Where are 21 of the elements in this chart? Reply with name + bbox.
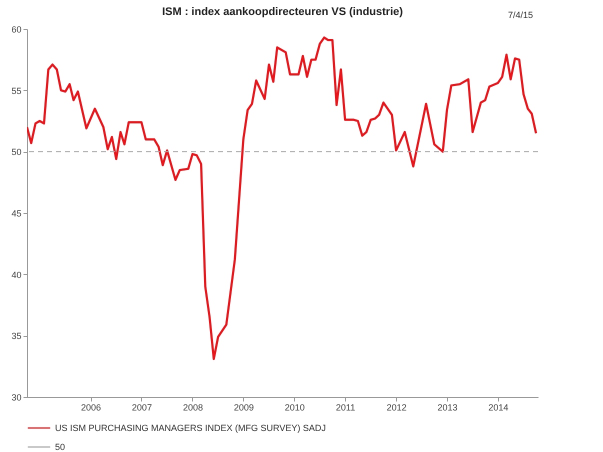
- y-tick-label: 35: [11, 331, 22, 342]
- x-tick-label: 2008: [182, 402, 203, 412]
- legend-label: 50: [55, 442, 66, 452]
- x-tick-label: 2007: [132, 402, 152, 412]
- y-tick-label: 30: [11, 392, 22, 402]
- x-tick-label: 2006: [81, 402, 102, 412]
- x-tick-label: 2010: [284, 402, 305, 412]
- y-tick-label: 40: [11, 270, 22, 280]
- y-tick-label: 50: [11, 147, 22, 158]
- x-tick-label: 2014: [488, 402, 508, 412]
- y-tick-label: 45: [11, 208, 22, 218]
- y-tick-label: 55: [11, 86, 22, 96]
- y-tick-label: 60: [11, 24, 22, 34]
- text: 7/4/15: [508, 10, 534, 20]
- legend-label: US ISM PURCHASING MANAGERS INDEX (MFG SURVEY) SADJ: [55, 423, 326, 433]
- line-series: [27, 36, 538, 360]
- x-tick-label: 2009: [234, 402, 254, 412]
- x-tick-label: 2011: [336, 402, 356, 412]
- x-tick-label: 2013: [437, 402, 458, 412]
- chart-title: ISM : index aankoopdirecteuren VS (industrie): [162, 6, 404, 18]
- x-tick-label: 2012: [386, 402, 407, 412]
